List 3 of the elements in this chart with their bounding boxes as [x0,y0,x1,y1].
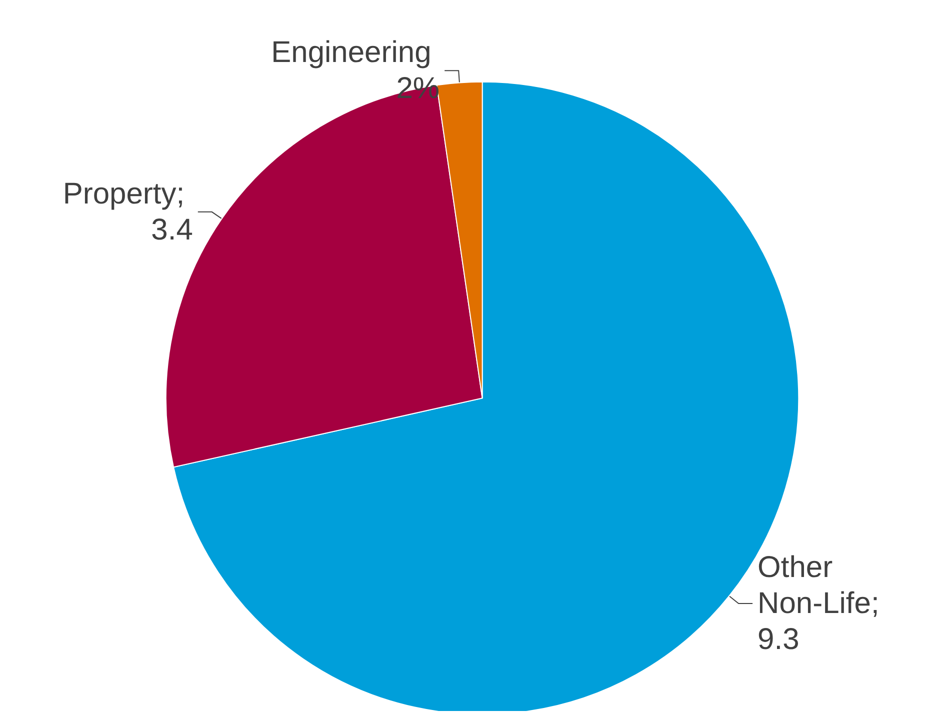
slice-label: Other Non-Life; 9.3 [758,550,888,656]
slice-label: Property; 3.4 [62,177,193,246]
slice-label: Engineering 2% [271,36,440,106]
